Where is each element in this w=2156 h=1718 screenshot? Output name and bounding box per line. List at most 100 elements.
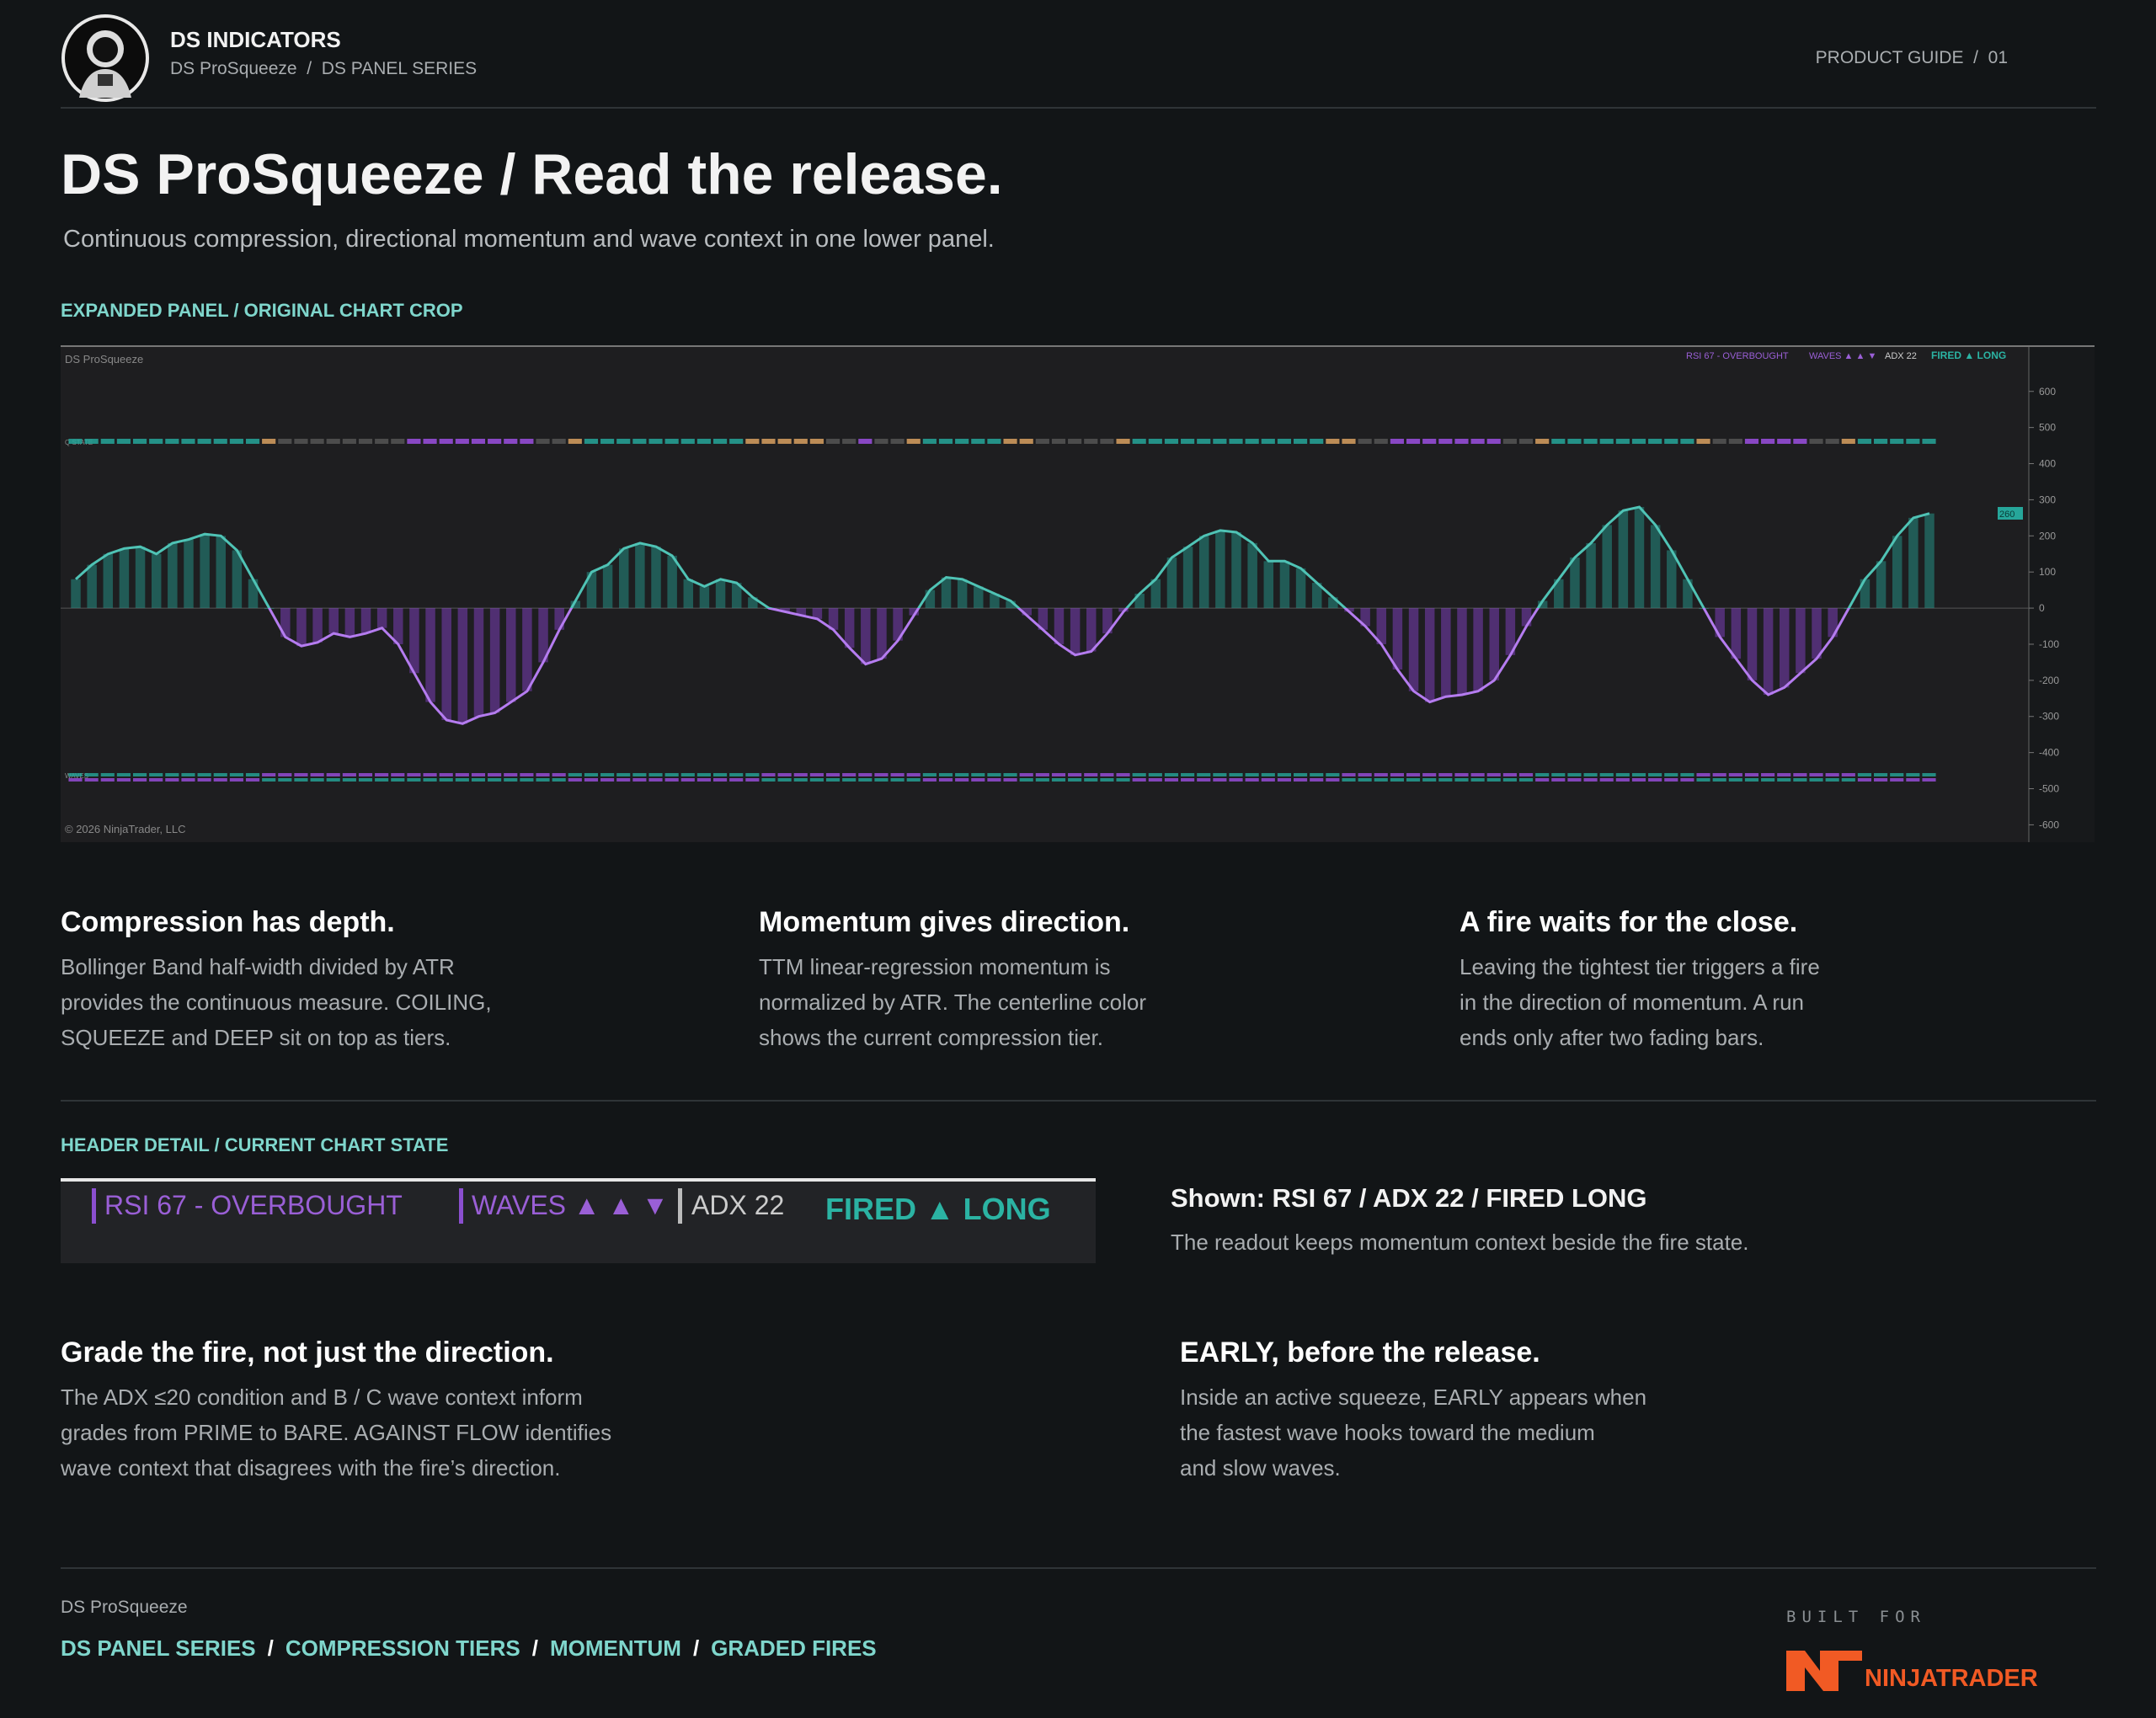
state-dot (874, 439, 889, 444)
state-dot (132, 439, 147, 444)
state-dot (632, 439, 647, 444)
momentum-bar (957, 579, 968, 609)
momentum-bar (699, 586, 710, 609)
wave-dot (181, 773, 195, 776)
state-dot (1728, 439, 1742, 444)
wave-dot (1535, 778, 1550, 782)
wave-dot (600, 773, 615, 776)
body-line: Inside an active squeeze, EARLY appears … (1180, 1385, 1647, 1410)
wave-dot (84, 773, 99, 776)
wave-dot (1213, 773, 1227, 776)
wave-dot (149, 778, 163, 782)
state-dot (149, 439, 163, 444)
wave-dot (616, 778, 631, 782)
body-line: ends only after two fading bars. (1460, 1025, 1764, 1050)
detail: Grade the fire, not just the direction. T… (61, 1337, 611, 1486)
wave-dot (1454, 778, 1469, 782)
wave-dot (1068, 778, 1082, 782)
wave-dot (1390, 773, 1404, 776)
momentum-bar (1086, 608, 1097, 652)
state-dot (1857, 439, 1872, 444)
wave-dot (1294, 773, 1308, 776)
body-line: SQUEEZE and DEEP sit on top as tiers. (61, 1025, 451, 1050)
momentum-bar (925, 590, 936, 609)
body-line: and slow waves. (1180, 1455, 1341, 1481)
wave-dot (906, 778, 921, 782)
momentum-bar (87, 564, 97, 609)
state-dot (1599, 439, 1614, 444)
wave-dot (1486, 778, 1501, 782)
wave-dot (1583, 773, 1598, 776)
footer-product: DS ProSqueeze (61, 1598, 188, 1617)
state-dot (664, 439, 679, 444)
wave-dot (1326, 773, 1340, 776)
wave-dot (149, 773, 163, 776)
momentum-bar (1328, 597, 1338, 609)
wave-dot (245, 773, 260, 776)
momentum-bar (1311, 583, 1322, 609)
wave-dot (890, 778, 905, 782)
wave-dot (278, 778, 292, 782)
wave-dot (1793, 778, 1807, 782)
state-dot (745, 439, 760, 444)
state-dot (1761, 439, 1775, 444)
wave-dot (455, 773, 469, 776)
momentum-bar (1424, 608, 1435, 702)
wave-dot (1068, 773, 1082, 776)
momentum-bar (168, 542, 178, 609)
momentum-bar (248, 579, 259, 609)
state-dot (858, 439, 873, 444)
wave-dot (1664, 778, 1678, 782)
wave-dot (1116, 778, 1130, 782)
y-tick-label: -200 (2039, 675, 2059, 686)
wave-dot (455, 778, 469, 782)
momentum-bar (232, 550, 243, 609)
state-dot (1470, 439, 1485, 444)
wave-dot (488, 773, 502, 776)
momentum-bar (1618, 510, 1629, 609)
wave-dot (1181, 773, 1195, 776)
momentum-bar (1602, 525, 1612, 609)
wave-dot (423, 773, 437, 776)
wave-dot (809, 773, 824, 776)
wave-dot (971, 778, 985, 782)
wave-dot (696, 778, 711, 782)
wave-dot (68, 778, 83, 782)
wave-dot (1874, 778, 1888, 782)
momentum-bar (425, 608, 435, 702)
state-dot (890, 439, 905, 444)
wave-dot (1035, 778, 1049, 782)
state-dot (842, 439, 857, 444)
wave-dot (520, 778, 534, 782)
state-dot (1213, 439, 1227, 444)
state-dot (712, 439, 728, 444)
momentum-bar (71, 579, 81, 609)
state-dot (68, 439, 83, 444)
wave-dot (1148, 773, 1162, 776)
wave-dot (1631, 773, 1646, 776)
momentum-bar (1796, 608, 1806, 674)
momentum-bar (1102, 608, 1113, 634)
state-dot (1486, 439, 1501, 444)
momentum-bar (1441, 608, 1451, 697)
wave-dot (1567, 773, 1582, 776)
wave-dot (1922, 778, 1936, 782)
shown-heading: Shown: RSI 67 / ADX 22 / FIRED LONG (1171, 1183, 1647, 1213)
wave-dot (1857, 773, 1872, 776)
chart: DS ProSqueeze © 2026 NinjaTrader, LLC Q … (61, 345, 2095, 842)
body-line: The ADX ≤20 condition and B / C wave con… (61, 1385, 583, 1410)
wave-dot (1294, 778, 1308, 782)
wave-dot (1728, 773, 1742, 776)
momentum-bar (1683, 579, 1693, 609)
wave-dot (664, 778, 679, 782)
readout-fired: FIRED ▲ LONG (825, 1192, 1051, 1226)
state-dot (375, 439, 389, 444)
momentum-bar (812, 608, 823, 619)
state-dot (1229, 439, 1243, 444)
wave-dot (132, 778, 147, 782)
wave-dot (1890, 778, 1904, 782)
state-dot (1906, 439, 1920, 444)
state-dot (729, 439, 744, 444)
state-dot (1100, 439, 1114, 444)
wave-dot (132, 773, 147, 776)
